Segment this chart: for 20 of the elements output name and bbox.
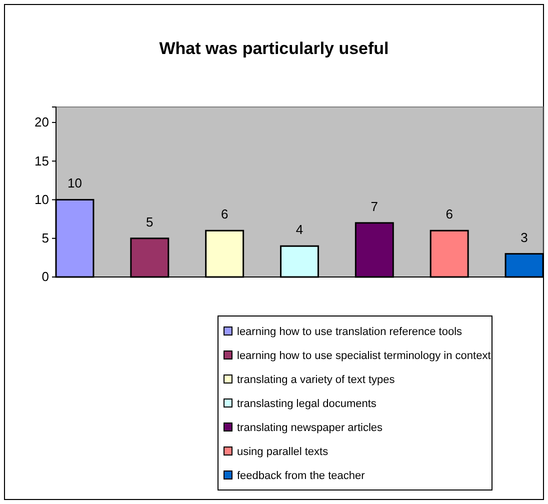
legend-label: translating a variety of text types	[237, 374, 396, 386]
data-label: 7	[370, 198, 378, 214]
legend-label: translasting legal documents	[237, 398, 377, 410]
y-tick-label: 20	[34, 114, 49, 130]
y-tick-label: 0	[42, 269, 49, 284]
data-label: 3	[520, 230, 528, 245]
data-label: 4	[296, 222, 304, 238]
legend-label: feedback from the teacher	[237, 470, 366, 482]
y-tick-label: 5	[42, 230, 49, 246]
data-label: 6	[446, 206, 453, 222]
legend-label: learning how to use translation reference tools	[237, 326, 463, 338]
data-label: 5	[146, 214, 154, 230]
y-tick-label: 15	[34, 153, 49, 168]
legend-label: using parallel texts	[237, 446, 329, 458]
y-tick-label: 10	[34, 192, 49, 207]
data-label: 6	[220, 206, 228, 222]
legend-label: translating newspaper articles	[237, 422, 384, 434]
legend-label: learning how to use specialist terminology in context	[237, 350, 491, 362]
data-label: 10	[67, 176, 82, 191]
chart-title: What was particularly useful	[159, 39, 389, 58]
